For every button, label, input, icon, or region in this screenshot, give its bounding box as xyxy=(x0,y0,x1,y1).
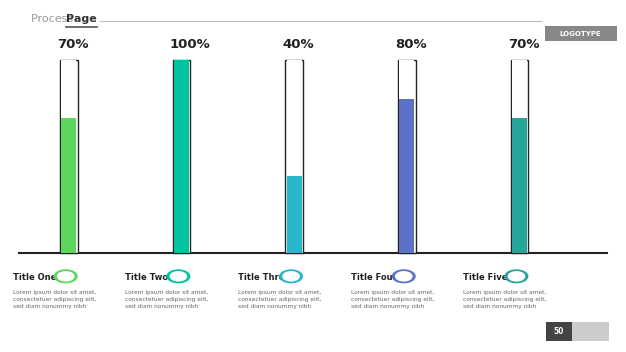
Text: 70%: 70% xyxy=(508,38,539,51)
Circle shape xyxy=(280,270,302,283)
Circle shape xyxy=(170,272,187,281)
Text: Title Two: Title Two xyxy=(125,273,168,282)
Bar xyxy=(61,118,76,253)
Bar xyxy=(287,60,302,176)
Bar xyxy=(61,60,76,118)
Circle shape xyxy=(54,270,77,283)
Bar xyxy=(399,99,414,253)
Bar xyxy=(399,60,414,99)
Circle shape xyxy=(283,272,299,281)
Circle shape xyxy=(505,270,528,283)
Bar xyxy=(546,322,572,341)
Bar xyxy=(545,26,617,41)
Text: Lorem ipsum dolor sit amet,
consectetuer adipiscing elit,
sed diam nonummy nibh: Lorem ipsum dolor sit amet, consectetuer… xyxy=(463,290,546,309)
Text: 70%: 70% xyxy=(57,38,88,51)
Bar xyxy=(512,60,527,118)
Circle shape xyxy=(58,272,74,281)
Text: Lorem ipsum dolor sit amet,
consectetuer adipiscing elit,
sed diam nonummy nibh: Lorem ipsum dolor sit amet, consectetuer… xyxy=(351,290,434,309)
Text: 100%: 100% xyxy=(170,38,210,51)
Text: Lorem ipsum dolor sit amet,
consectetuer adipiscing elit,
sed diam nonummy nibh: Lorem ipsum dolor sit amet, consectetuer… xyxy=(125,290,208,309)
Bar xyxy=(512,118,527,253)
Text: Lorem ipsum dolor sit amet,
consectetuer adipiscing elit,
sed diam nonummy nibh: Lorem ipsum dolor sit amet, consectetuer… xyxy=(238,290,321,309)
Text: Title Four: Title Four xyxy=(351,273,396,282)
Bar xyxy=(173,60,190,253)
Bar xyxy=(572,322,609,341)
Text: Title Five: Title Five xyxy=(463,273,508,282)
Circle shape xyxy=(167,270,190,283)
Text: Title One: Title One xyxy=(13,273,56,282)
Circle shape xyxy=(396,272,412,281)
Text: Page: Page xyxy=(66,14,96,24)
Text: Process: Process xyxy=(31,14,77,24)
Text: 40%: 40% xyxy=(282,38,314,51)
Text: 50: 50 xyxy=(554,327,564,336)
Text: LOGOTYPE: LOGOTYPE xyxy=(560,31,602,37)
Text: 80%: 80% xyxy=(395,38,427,51)
Text: Lorem ipsum dolor sit amet,
consectetuer adipiscing elit,
sed diam nonummy nibh: Lorem ipsum dolor sit amet, consectetuer… xyxy=(13,290,96,309)
Circle shape xyxy=(508,272,525,281)
Bar xyxy=(174,60,189,253)
Text: Title Three: Title Three xyxy=(238,273,290,282)
Circle shape xyxy=(393,270,415,283)
Bar xyxy=(60,60,78,253)
Bar xyxy=(398,60,416,253)
Bar xyxy=(285,60,303,253)
Bar xyxy=(287,176,302,253)
Bar xyxy=(511,60,528,253)
